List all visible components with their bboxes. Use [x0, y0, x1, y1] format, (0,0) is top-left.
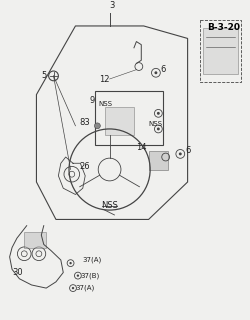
- Circle shape: [72, 287, 74, 289]
- Text: NSS: NSS: [148, 121, 162, 127]
- Circle shape: [154, 71, 157, 74]
- Text: 14: 14: [136, 143, 146, 152]
- Text: 37(A): 37(A): [76, 285, 95, 291]
- Text: 37(A): 37(A): [83, 257, 102, 263]
- Text: 5: 5: [42, 71, 47, 80]
- Text: 30: 30: [12, 268, 23, 277]
- Bar: [148, 151, 168, 170]
- Circle shape: [157, 127, 160, 131]
- Bar: [203, 28, 238, 74]
- Text: 3: 3: [110, 1, 115, 10]
- Circle shape: [94, 123, 100, 129]
- Text: 9: 9: [90, 96, 95, 105]
- Text: NSS: NSS: [101, 201, 118, 210]
- Text: 83: 83: [79, 118, 90, 127]
- Bar: [24, 232, 46, 248]
- Text: 6: 6: [185, 146, 190, 155]
- Circle shape: [77, 275, 79, 277]
- Text: 6: 6: [161, 65, 166, 74]
- Text: 26: 26: [80, 162, 90, 171]
- Text: B-3-20: B-3-20: [207, 23, 240, 32]
- Circle shape: [179, 152, 182, 156]
- Circle shape: [157, 112, 160, 115]
- Bar: [105, 107, 134, 135]
- Bar: [95, 92, 163, 145]
- Text: NSS: NSS: [98, 101, 112, 107]
- Text: 12: 12: [99, 75, 110, 84]
- Text: 37(B): 37(B): [80, 272, 100, 279]
- Circle shape: [70, 262, 72, 264]
